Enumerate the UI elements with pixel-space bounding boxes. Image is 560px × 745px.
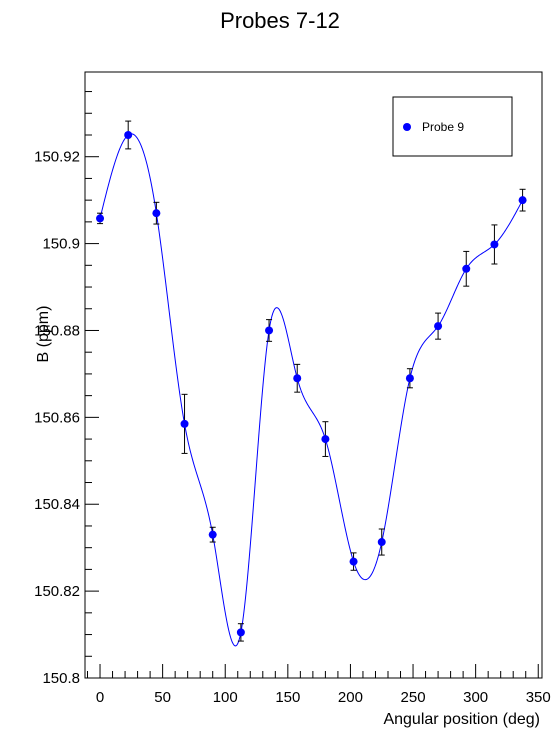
chart-title: Probes 7-12 <box>220 8 340 33</box>
data-point <box>152 209 161 218</box>
y-tick-label: 150.88 <box>34 322 80 339</box>
legend: Probe 9 <box>392 96 513 157</box>
data-point <box>265 326 274 335</box>
data-point <box>518 196 527 205</box>
x-tick-label: 50 <box>154 689 171 706</box>
x-tick-label: 100 <box>213 689 238 706</box>
x-tick-label: 150 <box>275 689 300 706</box>
data-point <box>462 264 471 273</box>
y-tick-label: 150.86 <box>34 409 80 426</box>
data-point <box>124 130 133 139</box>
series-curve <box>99 133 524 647</box>
y-tick-label: 150.82 <box>34 583 80 600</box>
data-points <box>96 130 527 637</box>
plot-frame <box>84 71 543 679</box>
legend-entry-label: Probe 9 <box>422 120 464 134</box>
x-axis-tick-labels: 0 50 100 150 200 250 300 350 <box>96 689 551 706</box>
legend-box <box>392 96 513 157</box>
data-point <box>377 538 386 547</box>
x-tick-label: 200 <box>338 689 363 706</box>
data-point <box>321 435 330 444</box>
y-tick-label: 150.9 <box>42 236 80 253</box>
data-point <box>490 240 499 249</box>
data-point <box>349 557 358 566</box>
data-point <box>96 214 105 223</box>
x-tick-label: 0 <box>96 689 104 706</box>
y-tick-label: 150.84 <box>34 496 80 513</box>
x-tick-label: 250 <box>401 689 426 706</box>
data-point <box>405 374 414 383</box>
legend-marker <box>403 123 411 131</box>
y-axis-tick-labels: 150.8 150.82 150.84 150.86 150.88 150.9 150.92 <box>34 149 80 687</box>
y-axis-label: B (ppm) <box>35 306 52 363</box>
data-point <box>180 419 189 428</box>
x-tick-label: 350 <box>526 689 551 706</box>
error-bars <box>97 120 526 642</box>
data-point <box>208 530 217 539</box>
y-tick-label: 150.92 <box>34 149 80 166</box>
x-axis-ticks <box>87 664 539 678</box>
x-tick-label: 300 <box>463 689 488 706</box>
data-point <box>236 628 245 637</box>
x-axis-label: Angular position (deg) <box>383 711 540 728</box>
y-axis-ticks <box>85 91 99 679</box>
data-point <box>434 322 443 331</box>
data-point <box>293 374 302 383</box>
y-tick-label: 150.8 <box>42 670 80 687</box>
